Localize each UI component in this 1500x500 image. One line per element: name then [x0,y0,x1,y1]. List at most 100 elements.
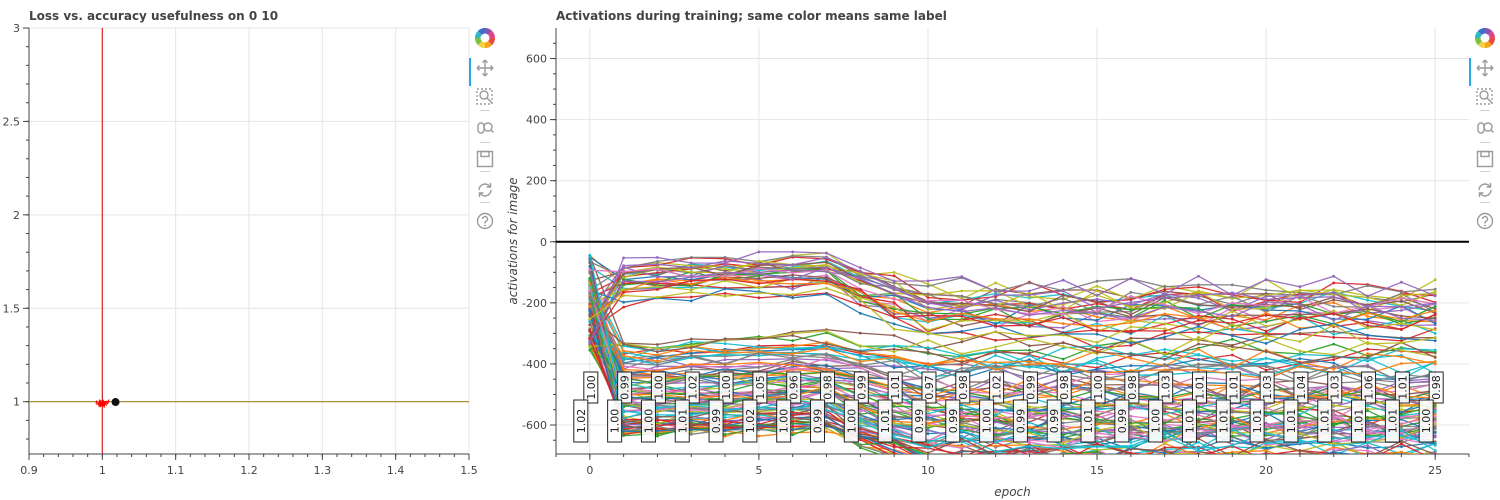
series-point [825,276,828,279]
series-point [858,404,862,408]
series-point [825,363,828,367]
series-point [622,349,625,353]
series-point [1163,476,1166,479]
series-point [1197,293,1200,297]
series-point [1299,472,1302,475]
series-point [622,354,625,358]
value-label-text: 1.04 [1295,375,1308,400]
pan-icon[interactable] [469,56,497,86]
value-label-text: 0.99 [619,375,632,400]
series-point [1264,446,1268,450]
series-point [1163,407,1167,411]
series-point [1061,449,1065,453]
wheel-zoom-icon[interactable] [473,116,497,140]
series-point [994,417,997,420]
save-icon[interactable] [473,147,497,171]
series-point [960,446,964,450]
series-point [1028,281,1031,285]
series-point [1028,405,1031,409]
series-point [1095,297,1099,301]
series-point [926,306,930,309]
series-point [1264,313,1268,317]
value-label-text: 1.01 [1396,375,1409,400]
series-point [1197,335,1200,339]
series-point [926,331,930,335]
series-point [656,363,659,367]
series-point [825,346,828,350]
value-label-text: 1.00 [609,409,622,434]
series-point [1298,303,1302,306]
series-point [1298,296,1302,299]
series-point [1197,466,1200,469]
series-point [723,277,727,281]
series-point [1332,333,1336,336]
series-point [926,440,930,444]
series-point [1400,460,1403,463]
series-point [1129,329,1133,333]
series-point [1230,359,1234,363]
series-point [994,450,997,454]
series-point [1298,332,1302,335]
save-icon[interactable] [1473,147,1497,171]
series-point [656,267,659,271]
series-point [1163,470,1166,473]
series-point [1366,320,1369,324]
series-point [723,287,727,291]
series-point [1197,420,1200,424]
series-point [994,293,997,297]
value-label-top: 0.98 [1428,371,1444,404]
series-point [994,338,997,342]
series-point [1062,468,1065,471]
series-point [791,282,795,286]
series-point [1230,428,1234,431]
series-point [689,299,693,303]
reset-icon[interactable] [1473,178,1497,202]
series-point [1163,322,1167,325]
series-point [689,270,693,274]
value-label-text: 1.00 [981,409,994,434]
series-point [1197,449,1200,453]
loss-accuracy-plot[interactable]: Loss vs. accuracy usefulness on 0 10 0.9 1… [3,9,478,477]
series-point [1129,435,1133,439]
series-point [1366,326,1369,330]
value-label-bottom: 1.01 [1080,399,1096,443]
series-point [1230,317,1234,321]
pan-icon[interactable] [1469,56,1497,86]
series-point [825,282,828,285]
series-point [791,424,795,428]
series-point [1061,416,1065,419]
box-zoom-icon[interactable] [473,85,497,109]
wheel-zoom-icon[interactable] [1473,116,1497,140]
series-point [1129,369,1133,372]
series-point [1298,349,1302,353]
series-point [1433,360,1437,364]
series-point [926,311,930,315]
series-point [1197,363,1200,366]
series-point [1197,413,1200,417]
series-point [1332,404,1336,407]
series-point [1163,285,1167,289]
series-point [757,259,761,263]
series-point [994,460,997,463]
help-icon[interactable] [1473,209,1497,233]
series-point [994,364,997,367]
series-point [960,340,964,344]
series-point [1332,309,1336,313]
reset-icon[interactable] [473,178,497,202]
series-point [1061,421,1065,425]
value-label-bottom: 0.99 [1114,399,1130,443]
help-icon[interactable] [473,209,497,233]
series-point [893,457,896,460]
series-point [1129,321,1133,325]
box-zoom-icon[interactable] [1473,85,1497,109]
series-point [1433,431,1437,434]
series-point [1230,348,1234,352]
series-point [825,342,828,346]
series-point [1230,421,1234,425]
value-label-bottom: 1.00 [979,399,995,443]
series-point [858,424,862,427]
series-point [1163,312,1167,316]
activations-plot[interactable]: Activations during training; same color … [506,9,1470,499]
series-point [1366,446,1369,450]
series-point [1129,298,1133,301]
